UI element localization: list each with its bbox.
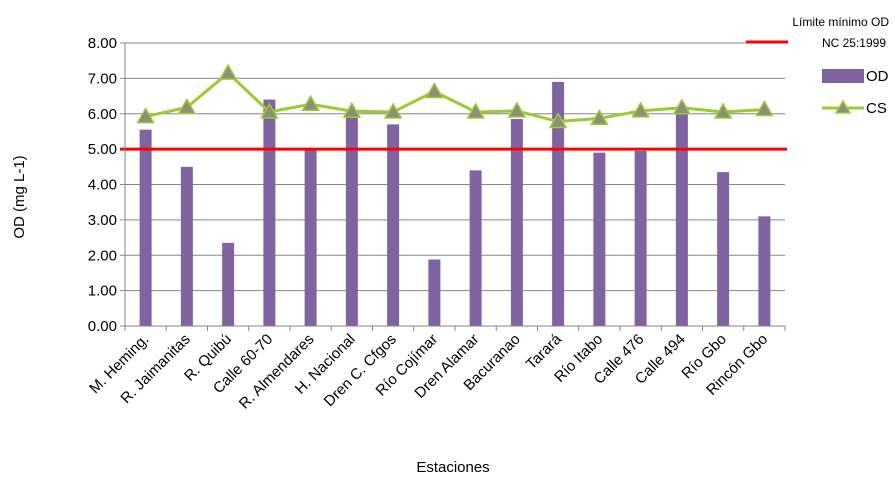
cs-marker (631, 101, 650, 118)
cs-marker (425, 81, 444, 99)
y-tick-label: 5.00 (88, 141, 117, 158)
od-bar (634, 150, 647, 326)
od-bar (717, 172, 730, 326)
cs-marker (383, 102, 403, 119)
cs-marker (218, 63, 238, 80)
od-bar (345, 111, 358, 326)
y-tick-labels: 0.00 1.00 2.00 3.00 4.00 5.00 6.00 7.00 8.00 (88, 35, 117, 335)
cs-marker (672, 98, 692, 115)
cs-marker (507, 101, 527, 118)
y-tick-label: 2.00 (88, 247, 117, 264)
od-bar (304, 149, 317, 326)
legend-od-swatch (822, 69, 864, 83)
y-tick-label: 0.00 (88, 318, 117, 335)
od-bars (139, 81, 771, 327)
od-bar (180, 166, 193, 326)
y-tick-label: 1.00 (88, 283, 117, 300)
legend-cs-label: CS (866, 100, 887, 117)
od-bar (552, 81, 565, 326)
cs-marker (136, 107, 155, 124)
od-bar (387, 124, 400, 326)
od-bar (139, 129, 152, 326)
od-bar (469, 170, 482, 326)
y-axis-title: OD (mg L-1) (11, 155, 28, 238)
cs-marker (755, 99, 774, 117)
legend-refline-label-2: NC 25:1999 (822, 36, 886, 50)
od-bar (222, 242, 235, 326)
cs-marker (301, 94, 320, 111)
od-bar (675, 106, 688, 326)
cs-marker (177, 97, 197, 115)
y-tick-label: 8.00 (88, 35, 117, 52)
cs-marker (548, 112, 568, 129)
cs-marker (342, 101, 362, 119)
cs-line (136, 63, 774, 129)
x-axis-title: Estaciones (416, 459, 489, 476)
od-bar (593, 152, 606, 326)
cs-marker (590, 108, 609, 126)
cs-marker (260, 102, 279, 119)
cs-marker (713, 102, 733, 119)
y-tick-label: 4.00 (88, 177, 117, 194)
legend-cs-marker (834, 99, 852, 114)
y-tick-label: 6.00 (88, 106, 117, 123)
x-tick-label: Dren C. Cfgos (321, 331, 400, 410)
y-tick-label: 7.00 (88, 70, 117, 87)
axes (124, 43, 786, 331)
legend-refline-label-1: Límite mínimo OD (792, 15, 889, 29)
od-bar (263, 99, 276, 326)
legend-od-label: OD (866, 68, 889, 85)
cs-marker (466, 102, 485, 119)
od-bar (510, 119, 523, 327)
legend: Límite mínimo OD NC 25:1999 OD CS (746, 15, 889, 117)
od-bar (428, 259, 441, 326)
cs-series-line (145, 71, 765, 124)
y-tick-label: 3.00 (88, 212, 117, 229)
od-bar (758, 216, 771, 326)
